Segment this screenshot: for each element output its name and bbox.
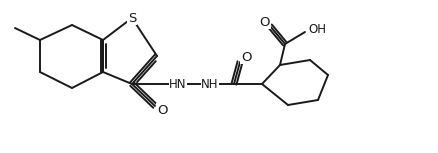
- Text: O: O: [241, 50, 251, 63]
- Text: NH: NH: [201, 78, 219, 91]
- Text: S: S: [128, 11, 136, 24]
- Text: OH: OH: [308, 22, 326, 35]
- Text: O: O: [157, 103, 167, 116]
- Text: O: O: [260, 15, 270, 28]
- Text: HN: HN: [169, 78, 187, 91]
